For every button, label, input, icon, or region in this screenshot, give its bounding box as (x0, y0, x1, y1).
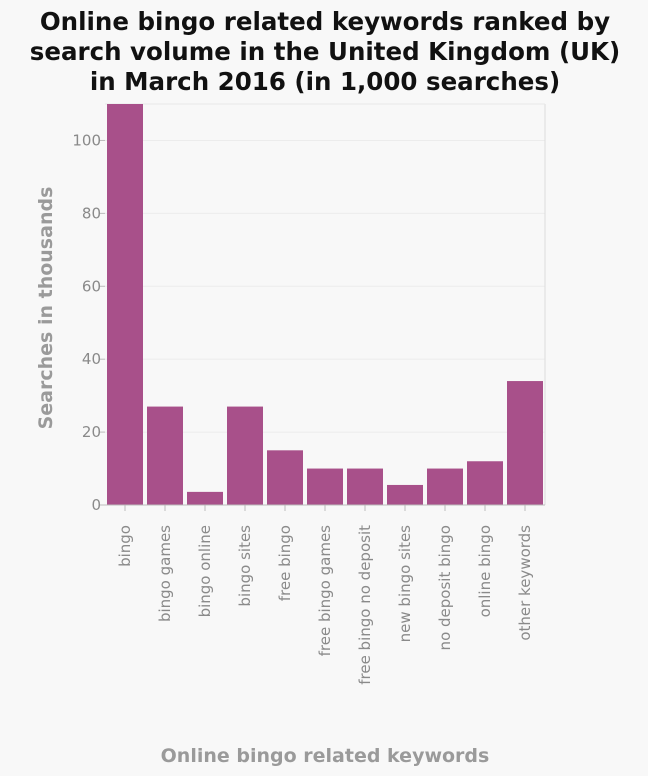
y-tick-label: 20 (82, 423, 101, 441)
bar-0 (107, 104, 143, 505)
x-tick-label: free bingo no deposit (356, 525, 374, 685)
x-tick-label: free bingo (276, 525, 294, 601)
x-tick-label: no deposit bingo (436, 525, 454, 650)
plot-area: bingo bingo games bingo online bingo sites f… (72, 103, 546, 685)
y-tick-label: 40 (82, 350, 101, 368)
bar-7 (387, 484, 423, 505)
x-tick-label: bingo games (156, 525, 174, 622)
chart-title: Online bingo related keywords ranked by … (30, 7, 621, 96)
bar-1 (147, 406, 183, 505)
x-tick-label: bingo sites (236, 525, 254, 607)
bar-3 (227, 406, 263, 505)
x-tick-label: free bingo games (316, 525, 334, 657)
x-tick-label: new bingo sites (396, 525, 414, 643)
bar-4 (267, 450, 303, 505)
x-axis-title: Online bingo related keywords (161, 745, 490, 767)
y-tick-label: 80 (82, 204, 101, 222)
chart-title-line-3: in March 2016 (in 1,000 searches) (90, 67, 560, 96)
y-axis-title: Searches in thousands (35, 187, 57, 430)
x-tick-label: other keywords (516, 525, 534, 641)
bar-8 (427, 468, 463, 505)
y-tick-label: 100 (72, 131, 101, 149)
x-tick-label: online bingo (476, 525, 494, 617)
bar-2 (187, 491, 223, 505)
y-tick-label: 0 (91, 496, 101, 514)
chart-title-line-2: search volume in the United Kingdom (UK) (30, 37, 621, 66)
bar-6 (347, 468, 383, 505)
bar-10 (507, 381, 543, 505)
y-tick-label: 60 (82, 277, 101, 295)
bar-5 (307, 468, 343, 505)
chart-title-line-1: Online bingo related keywords ranked by (40, 7, 610, 36)
x-tick-label: bingo online (196, 525, 214, 617)
bar-9 (467, 461, 503, 505)
x-tick-label: bingo (116, 525, 134, 567)
